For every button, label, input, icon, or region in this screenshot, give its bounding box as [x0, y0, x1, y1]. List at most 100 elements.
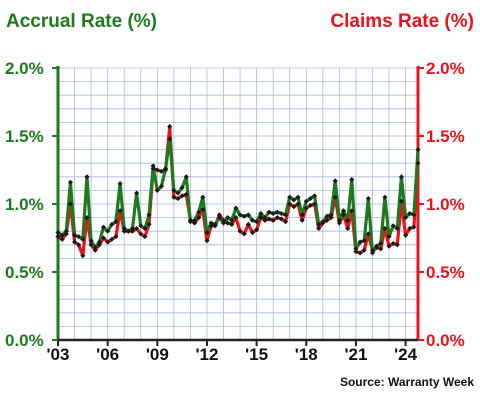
accrual-data-point [208, 220, 214, 226]
accrual-series-line [57, 137, 420, 255]
accrual-data-point [369, 250, 376, 256]
accrual-data-point [212, 221, 218, 227]
claims-data-point [171, 194, 177, 200]
claims-data-point [158, 168, 164, 174]
accrual-data-point [72, 232, 78, 238]
claims-data-point [113, 234, 119, 240]
claims-data-point [109, 236, 115, 242]
claims-data-point [200, 206, 206, 212]
claims-data-point [167, 123, 173, 130]
claims-data-point [295, 201, 301, 207]
claims-data-point [378, 246, 384, 252]
x-tick-label: '18 [295, 345, 318, 364]
accrual-data-point [291, 197, 297, 203]
accrual-data-point [241, 213, 247, 219]
left-tick-label: 0.5% [5, 263, 44, 282]
claims-data-point [394, 242, 400, 248]
accrual-data-point [303, 198, 309, 204]
accrual-data-point [295, 194, 301, 200]
accrual-data-point [163, 166, 169, 172]
claims-data-point [105, 239, 111, 245]
claims-data-point [233, 215, 239, 221]
accrual-data-point [349, 176, 355, 183]
claims-data-point [154, 167, 160, 173]
accrual-data-point [109, 221, 115, 227]
left-tick-label: 2.0% [5, 59, 44, 78]
accrual-data-point [100, 224, 107, 230]
claims-data-point [245, 221, 251, 227]
right-tick-label: 1.0% [426, 195, 465, 214]
claims-data-point [229, 221, 235, 227]
claims-data-point [283, 219, 289, 225]
claims-data-point [96, 242, 102, 248]
claims-data-point [63, 231, 69, 237]
gridlines [57, 67, 418, 341]
accrual-data-point [324, 213, 330, 219]
claims-data-point [142, 234, 148, 240]
axes [52, 66, 424, 346]
x-tick-label: '12 [195, 345, 218, 364]
claims-series-line [57, 124, 420, 258]
claims-data-point [150, 166, 156, 172]
claims-data-point [146, 221, 152, 227]
claims-data-point [274, 215, 280, 221]
claims-data-point [382, 225, 388, 232]
claims-data-point [386, 243, 392, 249]
claims-data-point [134, 225, 140, 232]
source-note: Source: Warranty Week [340, 375, 474, 389]
claims-data-point [138, 231, 144, 237]
claims-data-point [204, 238, 210, 244]
claims-data-point [324, 217, 330, 223]
accrual-data-point [192, 217, 198, 223]
claims-data-point [72, 239, 78, 245]
accrual-data-point [105, 228, 111, 234]
claims-data-point [349, 208, 355, 214]
claims-data-point [262, 217, 268, 223]
accrual-data-point [142, 225, 148, 232]
accrual-data-point [171, 187, 177, 193]
accrual-data-point [266, 209, 272, 215]
right-axis-title: Claims Rate (%) [330, 11, 474, 32]
accrual-data-point [390, 223, 396, 229]
claims-data-point [369, 247, 376, 253]
accrual-data-point [220, 220, 227, 226]
x-tick-label: '03 [47, 345, 70, 364]
accrual-data-point [307, 196, 313, 202]
accrual-data-point [278, 210, 284, 217]
accrual-data-point [316, 221, 322, 227]
accrual-data-point [274, 209, 280, 215]
accrual-data-point [386, 234, 392, 240]
claims-data-point [254, 227, 260, 233]
accrual-data-point [67, 179, 73, 185]
claims-data-point [80, 253, 86, 259]
claims-data-point [175, 196, 181, 202]
claims-data-point [220, 217, 227, 223]
accrual-data-point [138, 223, 144, 229]
claims-data-point [278, 216, 284, 222]
claims-data-point [67, 201, 73, 207]
right-tick-label: 0.0% [426, 331, 465, 350]
accrual-data-point [175, 190, 181, 196]
accrual-data-point [229, 217, 235, 223]
series-markers [55, 123, 421, 259]
accrual-data-point [249, 217, 256, 223]
accrual-data-point [336, 217, 342, 223]
claims-data-point [249, 230, 256, 236]
claims-data-point [303, 205, 309, 211]
claims-data-point [307, 202, 313, 208]
accrual-data-point [258, 210, 264, 217]
claims-data-point [266, 216, 272, 222]
right-tick-label: 0.5% [426, 263, 465, 282]
left-axis-title: Accrual Rate (%) [6, 11, 157, 32]
accrual-data-point [340, 208, 347, 214]
accrual-data-point [200, 194, 206, 200]
claims-data-point [241, 231, 247, 237]
accrual-data-point [158, 183, 164, 189]
accrual-data-point [245, 212, 251, 218]
claims-data-point [129, 228, 136, 234]
accrual-data-point [113, 219, 119, 225]
claims-data-point [415, 160, 421, 166]
claims-data-point [183, 191, 189, 198]
accrual-data-point [353, 246, 359, 252]
x-tick-label: '09 [146, 345, 169, 364]
